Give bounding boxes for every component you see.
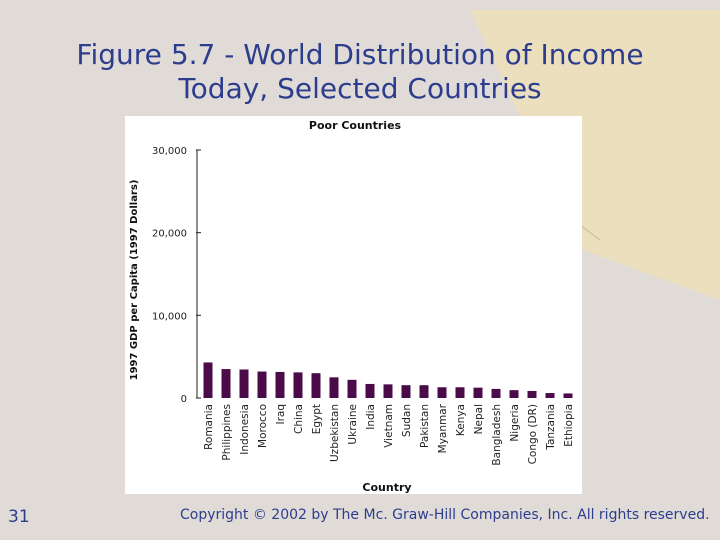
bar <box>221 369 231 398</box>
copyright-notice: Copyright © 2002 by The Mc. Graw-Hill Co… <box>180 507 710 523</box>
category-label: Uzbekistan <box>329 404 341 462</box>
bar <box>365 383 375 398</box>
category-label: Tanzania <box>545 404 557 451</box>
y-axis-label: 1997 GDP per Capita (1997 Dollars) <box>129 180 140 381</box>
slide-title-line-1: Figure 5.7 - World Distribution of Incom… <box>76 38 644 71</box>
bar <box>563 393 573 398</box>
category-label: Morocco <box>257 404 269 448</box>
bar <box>293 372 303 398</box>
y-tick-label: 20,000 <box>152 229 187 240</box>
category-label: Vietnam <box>383 404 395 448</box>
bar <box>473 387 483 398</box>
y-tick-label: 30,000 <box>152 146 187 157</box>
bar <box>275 371 285 398</box>
category-label: Ukraine <box>347 404 359 445</box>
bar <box>491 388 501 398</box>
bar <box>509 390 519 398</box>
category-label: Pakistan <box>419 404 431 448</box>
x-axis-label: Country <box>362 481 411 494</box>
bar <box>203 362 213 398</box>
category-label: Kenya <box>455 404 467 436</box>
slide-title: Figure 5.7 - World Distribution of Incom… <box>20 38 700 106</box>
chart-panel: Poor Countries 1997 GDP per Capita (1997… <box>125 116 582 494</box>
bar <box>455 387 465 398</box>
chart-title: Poor Countries <box>309 119 402 132</box>
category-label: Nepal <box>473 404 485 434</box>
bar <box>401 385 411 398</box>
category-label: China <box>293 404 305 434</box>
bar <box>311 373 321 398</box>
page-number: 31 <box>8 507 30 527</box>
y-tick-label: 0 <box>181 394 187 405</box>
slide-title-line-2: Today, Selected Countries <box>178 72 542 105</box>
category-label: Iraq <box>275 404 287 425</box>
bar <box>545 393 555 398</box>
category-label: Myanmar <box>437 403 449 453</box>
bar <box>419 385 429 398</box>
category-label: Indonesia <box>239 404 251 455</box>
accent-shape <box>470 10 720 300</box>
category-label: Philippines <box>221 404 233 461</box>
category-label: India <box>365 404 377 430</box>
category-label: Ethiopia <box>563 404 575 447</box>
bar <box>527 390 537 398</box>
bar <box>347 379 357 398</box>
bar-chart: Poor Countries 1997 GDP per Capita (1997… <box>129 119 575 494</box>
category-label: Congo (DR) <box>527 404 539 464</box>
category-label: Bangladesh <box>491 404 503 466</box>
category-label: Nigeria <box>509 404 521 442</box>
bar <box>329 377 339 398</box>
y-tick-label: 10,000 <box>152 311 187 322</box>
bar <box>437 387 447 398</box>
category-label: Egypt <box>311 404 323 434</box>
bar <box>257 371 267 398</box>
bar <box>239 369 249 398</box>
category-label: Sudan <box>401 404 413 437</box>
bar <box>383 384 393 398</box>
category-label: Romania <box>203 404 215 450</box>
chart-marks: 0 10,000 20,000 30,000 Romania Philippines Ind… <box>152 146 575 466</box>
